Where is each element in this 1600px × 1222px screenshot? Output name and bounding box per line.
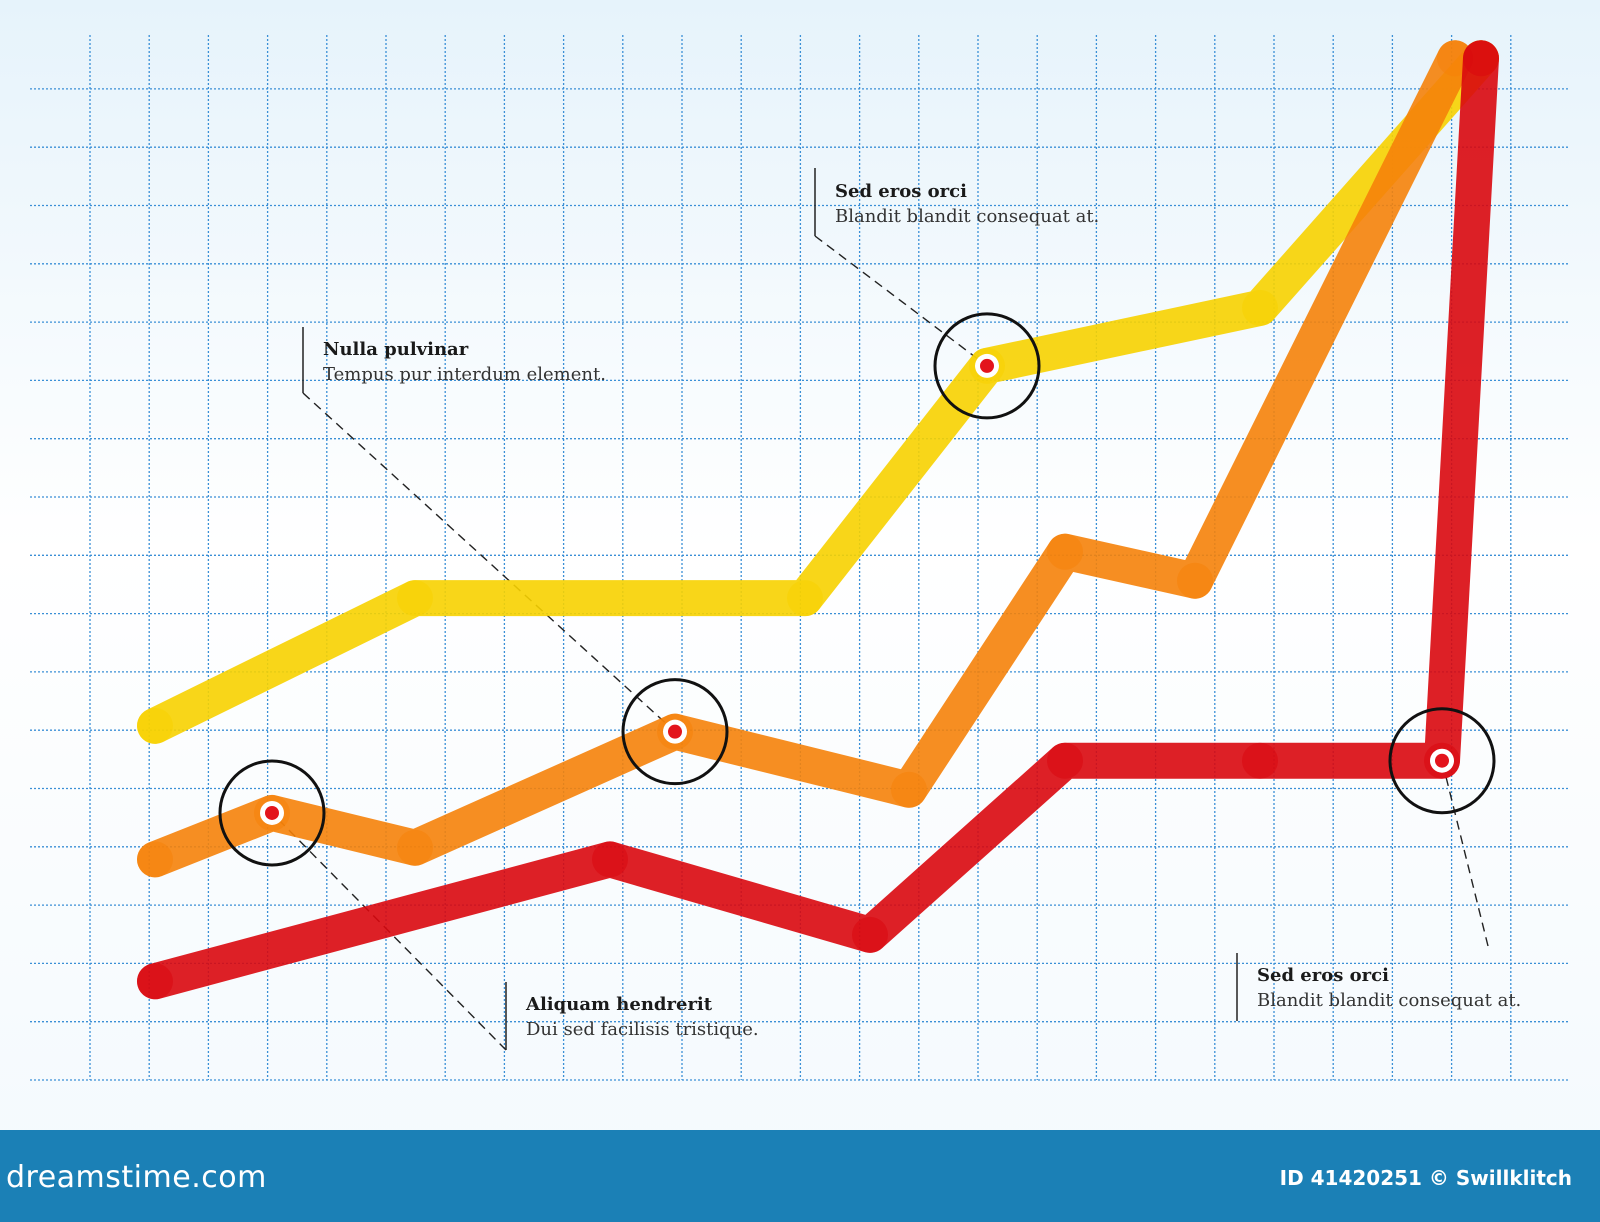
grid — [30, 35, 1570, 1081]
highlight-dot-inner — [265, 805, 279, 820]
data-point — [397, 829, 433, 866]
series-line-0 — [137, 40, 1499, 744]
highlight-ring — [218, 759, 326, 867]
series-lines — [137, 40, 1499, 1000]
highlight-dot-inner — [980, 358, 994, 373]
callout-sed-eros-orci-bottom: Sed eros orci Blandit blandit consequat … — [1236, 953, 1521, 1021]
data-point — [137, 841, 173, 878]
data-point — [1177, 562, 1213, 599]
series-line-1 — [137, 40, 1473, 878]
stock-id: ID 41420251 © Swillklitch — [1279, 1166, 1572, 1190]
callout-nulla-pulvinar: Nulla pulvinar Tempus pur interdum eleme… — [302, 327, 606, 393]
data-point — [592, 841, 628, 878]
data-point — [852, 916, 888, 953]
data-point — [891, 771, 927, 808]
callout-text: Tempus pur interdum element. — [323, 364, 606, 385]
highlight-dot-inner — [1435, 753, 1449, 768]
data-point — [137, 707, 173, 744]
callout-aliquam-hendrerit: Aliquam hendrerit Dui sed facilisis tris… — [505, 982, 759, 1050]
callout-sed-eros-orci-top: Sed eros orci Blandit blandit consequat … — [814, 168, 1099, 236]
data-point — [1463, 40, 1499, 77]
callout-title: Sed eros orci — [1257, 965, 1389, 986]
brand-logo: dreamstime.com — [6, 1160, 267, 1195]
data-point — [1047, 742, 1083, 779]
data-point — [1242, 742, 1278, 779]
highlight-ring — [1388, 707, 1496, 815]
highlight-dot-inner — [668, 724, 682, 739]
data-point — [1047, 533, 1083, 570]
leader-line — [302, 392, 676, 733]
line-chart: Nulla pulvinar Tempus pur interdum eleme… — [30, 35, 1570, 1081]
footer-bar: dreamstime.com ID 41420251 © Swillklitch — [0, 1130, 1600, 1222]
callout-text: Blandit blandit consequat at. — [1257, 990, 1521, 1011]
data-point — [397, 580, 433, 617]
highlight-markers — [218, 312, 1496, 867]
callout-text: Blandit blandit consequat at. — [835, 206, 1099, 227]
callout-title: Sed eros orci — [835, 181, 967, 202]
highlight-ring — [621, 678, 729, 786]
callout-title: Nulla pulvinar — [323, 339, 469, 360]
highlight-ring — [933, 312, 1041, 420]
leader-line — [1441, 760, 1489, 947]
data-point — [787, 580, 823, 617]
leader-line — [814, 235, 988, 367]
data-point — [1242, 289, 1278, 326]
callout-text: Dui sed facilisis tristique. — [526, 1019, 759, 1040]
data-point — [137, 963, 173, 1000]
callout-title: Aliquam hendrerit — [525, 994, 713, 1015]
